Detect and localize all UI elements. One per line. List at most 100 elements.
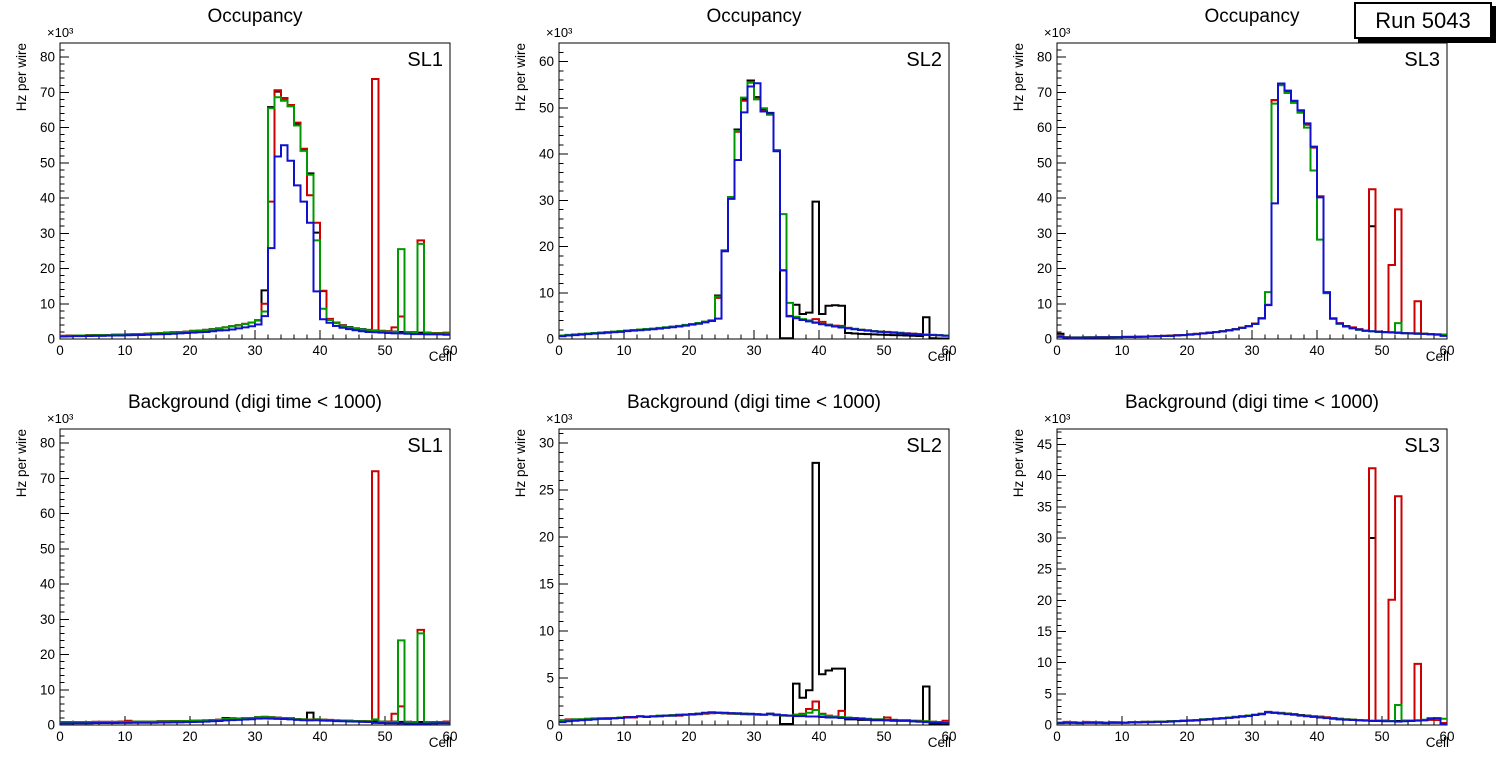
svg-text:50: 50 — [1374, 343, 1389, 358]
svg-text:5: 5 — [1044, 686, 1052, 701]
svg-text:20: 20 — [182, 729, 197, 744]
y-axis-power-label: ×10³ — [546, 411, 573, 426]
svg-text:0: 0 — [47, 718, 55, 733]
svg-text:0: 0 — [1044, 332, 1052, 347]
svg-text:70: 70 — [1037, 85, 1052, 100]
x-axis-title: Cell — [1425, 349, 1449, 364]
svg-text:20: 20 — [40, 647, 55, 662]
svg-text:0: 0 — [555, 729, 563, 744]
svg-text:10: 10 — [40, 682, 55, 697]
pad-occupancy-sl2: 0 10 20 30 40 50 60 0 10 20 30 40 50 60 Occupancy ×10… — [499, 0, 998, 386]
svg-text:50: 50 — [1037, 155, 1052, 170]
svg-text:10: 10 — [1114, 729, 1129, 744]
background-sl2-histogram: 0 5 10 15 20 25 30 0 10 20 30 40 50 60 — [539, 428, 957, 744]
svg-text:20: 20 — [1179, 343, 1194, 358]
svg-text:30: 30 — [746, 343, 761, 358]
svg-text:40: 40 — [1037, 191, 1052, 206]
pad-occupancy-sl1: 0 10 20 30 40 50 60 70 80 0 10 20 30 40 50 60 Occupancy… — [0, 0, 499, 386]
svg-text:50: 50 — [876, 343, 891, 358]
svg-text:10: 10 — [616, 729, 631, 744]
svg-text:40: 40 — [811, 343, 826, 358]
svg-text:10: 10 — [539, 285, 554, 300]
svg-text:40: 40 — [811, 729, 826, 744]
plot-title: Occupancy — [706, 6, 802, 27]
y-axis-title: Hz per wire — [14, 43, 29, 112]
svg-text:10: 10 — [1037, 655, 1052, 670]
svg-text:25: 25 — [1037, 562, 1052, 577]
svg-text:30: 30 — [746, 729, 761, 744]
y-axis-power-label: ×10³ — [1044, 25, 1071, 40]
superlayer-label: SL3 — [1404, 435, 1440, 457]
occupancy-sl3-histogram: 0 10 20 30 40 50 60 70 80 0 10 20 30 40 50 60 — [1037, 42, 1455, 358]
pad-background-sl2: 0 5 10 15 20 25 30 0 10 20 30 40 50 60 Background (di… — [499, 386, 998, 772]
svg-text:10: 10 — [117, 343, 132, 358]
svg-text:15: 15 — [1037, 624, 1052, 639]
x-axis-title: Cell — [927, 349, 951, 364]
svg-text:20: 20 — [681, 729, 696, 744]
svg-text:30: 30 — [40, 226, 55, 241]
svg-text:30: 30 — [539, 436, 554, 451]
y-axis-title: Hz per wire — [513, 429, 528, 498]
svg-text:80: 80 — [40, 436, 55, 451]
svg-text:20: 20 — [1037, 261, 1052, 276]
svg-text:30: 30 — [1244, 729, 1259, 744]
occupancy-sl1-histogram: 0 10 20 30 40 50 60 70 80 0 10 20 30 40 50 60 — [40, 42, 458, 358]
x-axis-title: Cell — [927, 735, 951, 750]
svg-text:40: 40 — [312, 343, 327, 358]
x-axis-title: Cell — [1425, 735, 1449, 750]
plot-title: Occupancy — [1204, 6, 1300, 27]
run-number-pave-label: Run 5043 — [1354, 2, 1492, 39]
svg-text:10: 10 — [117, 729, 132, 744]
svg-text:20: 20 — [1037, 593, 1052, 608]
occupancy-sl2-histogram: 0 10 20 30 40 50 60 0 10 20 30 40 50 60 — [539, 42, 957, 358]
y-axis-title: Hz per wire — [1011, 429, 1026, 498]
superlayer-label: SL3 — [1404, 49, 1440, 71]
svg-text:0: 0 — [1053, 343, 1061, 358]
svg-text:40: 40 — [539, 147, 554, 162]
pad-background-sl1: 0 10 20 30 40 50 60 70 80 0 10 20 30 40 50 60 Backgroun… — [0, 386, 499, 772]
pad-occupancy-sl3: 0 10 20 30 40 50 60 70 80 0 10 20 30 40 50 60 Occupancy… — [997, 0, 1496, 386]
svg-text:45: 45 — [1037, 437, 1052, 452]
background-sl3-histogram: 0 5 10 15 20 25 30 35 40 45 0 10 20 30 40 50 60 — [1037, 428, 1455, 744]
plot-title: Background (digi time < 1000) — [127, 392, 382, 413]
svg-text:60: 60 — [941, 729, 956, 744]
svg-text:50: 50 — [1374, 729, 1389, 744]
svg-text:20: 20 — [681, 343, 696, 358]
svg-text:15: 15 — [539, 577, 554, 592]
svg-text:20: 20 — [539, 239, 554, 254]
x-axis-title: Cell — [428, 349, 452, 364]
svg-text:80: 80 — [40, 50, 55, 65]
svg-text:80: 80 — [1037, 50, 1052, 65]
svg-text:0: 0 — [546, 332, 554, 347]
svg-text:40: 40 — [40, 191, 55, 206]
svg-text:30: 30 — [1244, 343, 1259, 358]
svg-text:20: 20 — [40, 261, 55, 276]
svg-text:50: 50 — [377, 343, 392, 358]
svg-text:0: 0 — [56, 729, 64, 744]
svg-text:60: 60 — [1439, 343, 1454, 358]
y-axis-title: Hz per wire — [513, 43, 528, 112]
svg-text:20: 20 — [539, 530, 554, 545]
svg-text:50: 50 — [40, 155, 55, 170]
y-axis-title: Hz per wire — [1011, 43, 1026, 112]
superlayer-label: SL1 — [407, 49, 443, 71]
svg-text:0: 0 — [47, 332, 55, 347]
svg-text:40: 40 — [1309, 343, 1324, 358]
svg-text:70: 70 — [40, 471, 55, 486]
svg-text:40: 40 — [312, 729, 327, 744]
svg-text:60: 60 — [1037, 120, 1052, 135]
svg-text:25: 25 — [539, 483, 554, 498]
svg-text:60: 60 — [539, 54, 554, 69]
plot-title: Background (digi time < 1000) — [1124, 392, 1379, 413]
svg-text:0: 0 — [546, 718, 554, 733]
svg-text:30: 30 — [247, 343, 262, 358]
y-axis-power-label: ×10³ — [546, 25, 573, 40]
background-sl1-histogram: 0 10 20 30 40 50 60 70 80 0 10 20 30 40 50 60 — [40, 428, 458, 744]
svg-text:40: 40 — [1309, 729, 1324, 744]
svg-text:30: 30 — [40, 612, 55, 627]
plot-title: Occupancy — [207, 6, 303, 27]
svg-text:10: 10 — [1114, 343, 1129, 358]
x-axis-title: Cell — [428, 735, 452, 750]
svg-text:50: 50 — [539, 100, 554, 115]
svg-text:60: 60 — [40, 506, 55, 521]
